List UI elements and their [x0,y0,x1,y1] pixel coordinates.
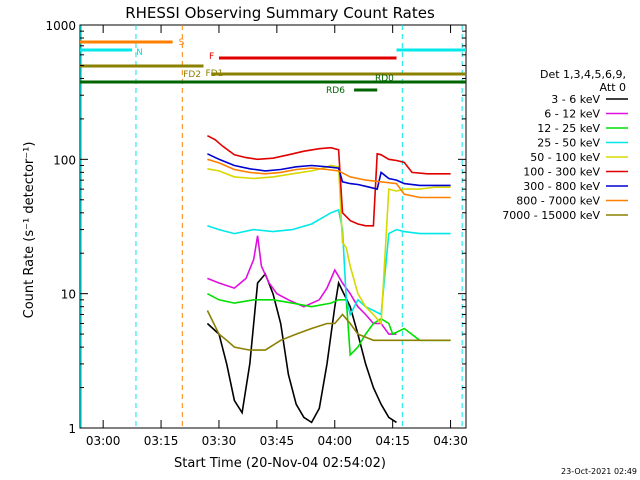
series-line-7 [207,158,451,199]
plot-frame [79,24,467,429]
x-tick-label-4: 04:00 [317,434,352,448]
series-line-8 [206,310,451,351]
series-line-4 [207,164,451,326]
legend-label-7: 800 - 7000 keV [516,195,600,208]
legend-label-0: 3 - 6 keV [551,93,600,106]
x-tick-label-1: 03:15 [144,434,179,448]
x-tick-label-5: 04:15 [375,434,410,448]
x-tick-label-3: 03:45 [260,434,295,448]
series-line-6 [207,153,451,191]
x-axis-label: Start Time (20-Nov-04 02:54:02) [174,456,386,471]
series-line-0 [206,272,397,424]
legend-label-4: 50 - 100 keV [530,151,600,164]
axes: 03:00 03:15 03:30 03:45 04:00 04:15 04:30 1 10 10… [45,19,467,448]
series-line-1 [207,235,397,335]
series-line-2 [207,292,451,357]
y-tick-label-0: 1 [68,422,76,436]
timestamp: 23-Oct-2021 02:49 [561,467,637,476]
state-bar-label-0: S [179,38,185,48]
y-tick-label-2: 100 [53,153,76,167]
legend: Det 1,3,4,5,6,9,Att 03 - 6 keV 6 - 12 keV… [502,68,628,222]
legend-header-0: Det 1,3,4,5,6,9, [540,68,626,81]
vertical-markers [80,25,463,428]
x-tick-label-2: 03:30 [202,434,237,448]
x-tick-label-0: 03:00 [86,434,121,448]
state-bar-label-3: F [209,52,214,62]
y-axis-label: Count Rate (s⁻¹ detector⁻¹) [22,142,37,319]
state-bar-label-1: N [136,48,143,58]
data-series [206,134,451,424]
chart-title: RHESSI Observing Summary Count Rates [125,4,435,22]
x-tick-label-6: 04:30 [433,434,468,448]
series-line-5 [207,134,451,227]
legend-label-6: 300 - 800 keV [523,180,600,193]
state-bar-label-6: RD0 [375,74,394,84]
plot-border [79,24,467,429]
y-tick-label-1: 10 [61,288,76,302]
legend-label-8: 7000 - 15000 keV [502,209,600,222]
instrument-state-bars: SNFFD1FD2RD0RD6 [80,38,466,96]
legend-header-1: Att 0 [600,81,626,94]
series-line-3 [207,208,451,317]
legend-label-2: 12 - 25 keV [537,122,600,135]
legend-label-1: 6 - 12 keV [544,108,600,121]
legend-label-3: 25 - 50 keV [537,137,600,150]
state-bar-label-5: FD2 [183,70,201,80]
legend-label-5: 100 - 300 keV [523,166,600,179]
state-bar-label-7: RD6 [326,86,345,96]
y-tick-label-3: 1000 [45,19,76,33]
